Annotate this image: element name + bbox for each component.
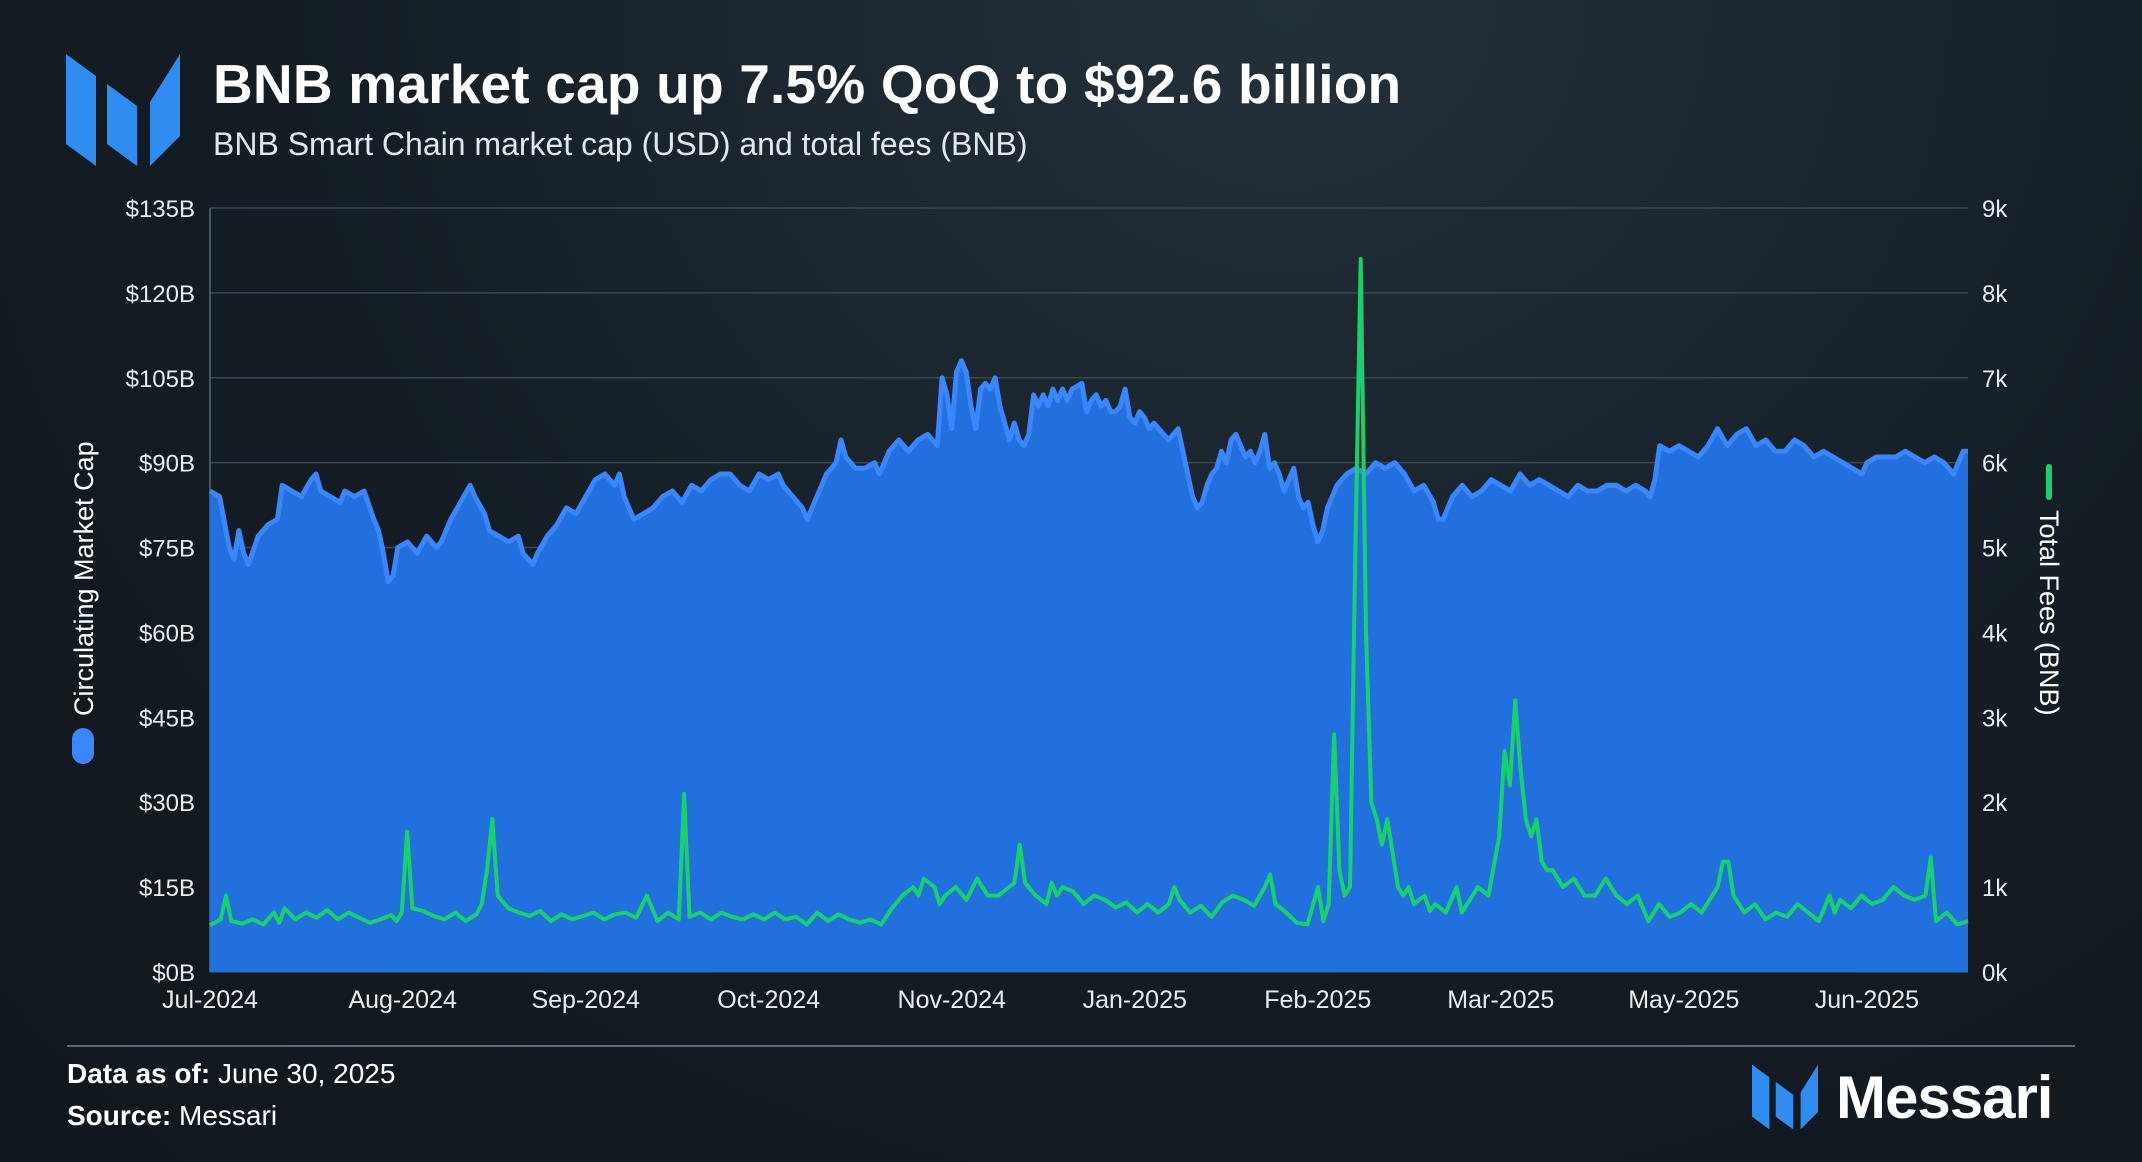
right-axis-ticks: 0k 1k 2k 3k 4k 5k 6k 7k 8k 9k [1982,196,2008,987]
market-cap-legend-swatch [72,728,94,764]
x-tick-label: Mar-2025 [1447,986,1554,1014]
right-tick-label: 2k [1982,790,2008,817]
left-axis-title: Circulating Market Cap [69,441,99,716]
x-tick-label: Jan-2025 [1083,986,1187,1014]
market-cap-area-fill [210,360,1968,972]
right-tick-label: 8k [1982,281,2008,308]
x-tick-label: Nov-2024 [898,986,1006,1014]
right-tick-label: 0k [1982,960,2008,987]
right-tick-label: 6k [1982,451,2008,478]
chart-canvas: $0B $15B $30B $45B $60B $75B $90B $105B $120B $13… [69,196,2064,1014]
x-axis-ticks: Jul-2024 Aug-2024 Sep-2024 Oct-2024 Nov-2024… [162,986,1919,1014]
x-tick-label: Oct-2024 [717,986,820,1014]
left-tick-label: $105B [126,366,195,393]
x-tick-label: Jul-2024 [162,986,258,1014]
left-tick-label: $30B [139,790,195,817]
brand-name: Messari [1836,1063,2053,1131]
left-tick-label: $0B [152,960,195,987]
x-tick-label: Feb-2025 [1264,986,1371,1014]
source-line: Source: Messari [67,1100,277,1132]
messari-logo-icon [66,54,180,166]
data-as-of-value: June 30, 2025 [217,1058,396,1089]
right-tick-label: 4k [1982,620,2008,647]
right-axis-title: Total Fees (BNB) [2034,510,2064,716]
fees-legend-swatch [2046,464,2052,500]
right-tick-label: 5k [1982,536,2008,563]
x-tick-label: Sep-2024 [531,986,640,1014]
left-tick-label: $60B [139,620,195,647]
left-axis-ticks: $0B $15B $30B $45B $60B $75B $90B $105B $120B $13… [126,196,195,987]
chart-title: BNB market cap up 7.5% QoQ to $92.6 bill… [213,53,1402,115]
source-value: Messari [179,1100,278,1131]
x-tick-label: Jun-2025 [1815,986,1919,1014]
x-tick-label: May-2025 [1628,986,1739,1014]
left-tick-label: $45B [139,705,195,732]
axis-titles: Circulating Market Cap Total Fees (BNB) [69,441,2064,764]
right-tick-label: 7k [1982,366,2008,393]
left-tick-label: $15B [139,875,195,902]
market-cap-line [208,358,1968,584]
left-tick-label: $135B [126,196,195,223]
fees-line-group [209,256,1969,928]
right-tick-label: 9k [1982,196,2008,223]
left-tick-label: $120B [126,281,195,308]
market-cap-area [208,358,1968,972]
fees-line [209,256,1969,928]
right-tick-label: 1k [1982,875,2008,902]
brand-logo: Messari [1752,1063,2053,1131]
left-tick-label: $75B [139,536,195,563]
footer-divider [67,1045,2075,1047]
source-label: Source: [67,1100,172,1131]
left-tick-label: $90B [139,451,195,478]
right-tick-label: 3k [1982,705,2008,732]
chart-subtitle: BNB Smart Chain market cap (USD) and tot… [213,126,1028,162]
x-tick-label: Aug-2024 [348,986,457,1014]
data-as-of-label: Data as of: [67,1058,211,1089]
data-as-of: Data as of: June 30, 2025 [67,1058,395,1090]
messari-brand-icon [1752,1064,1818,1130]
